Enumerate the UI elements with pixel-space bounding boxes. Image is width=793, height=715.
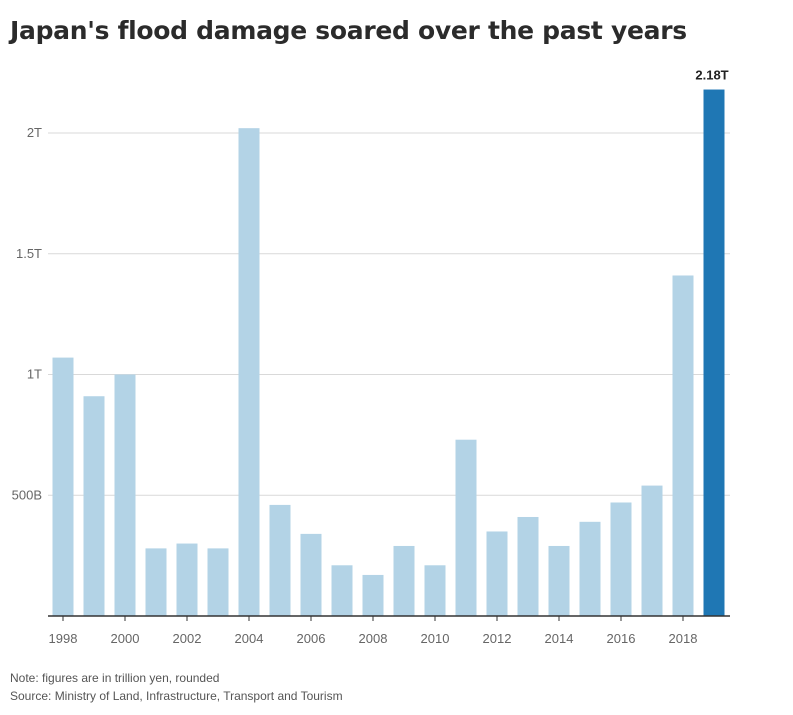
bar-2018 (672, 275, 694, 616)
x-tick-label: 2010 (421, 631, 450, 646)
bar-2011 (455, 439, 477, 616)
bar-chart: 500B 1T 1.5T 2T 2.18T 1998 2000 2002 2004 2006 200… (12, 68, 730, 646)
bar-2000 (114, 374, 136, 616)
x-tick-label: 2016 (607, 631, 636, 646)
bar-2006 (300, 533, 322, 616)
bar-2015 (579, 521, 601, 616)
bar-2008 (362, 574, 384, 616)
bar-2016 (610, 502, 632, 616)
bar-1999 (83, 396, 105, 616)
bar-1998 (52, 357, 74, 616)
x-tick-label: 1998 (49, 631, 78, 646)
bar-2009 (393, 545, 415, 616)
x-tick-label: 2004 (235, 631, 264, 646)
x-tick-label: 2018 (669, 631, 698, 646)
bar-2019 (703, 89, 725, 616)
chart-note: Note: figures are in trillion yen, round… (10, 671, 220, 685)
y-tick-label: 2T (27, 125, 42, 140)
x-tick-label: 2012 (483, 631, 512, 646)
x-tick-label: 2002 (173, 631, 202, 646)
bar-2004 (238, 128, 260, 617)
bar-2013 (517, 516, 539, 616)
bar-2010 (424, 565, 446, 616)
value-label: 2.18T (695, 68, 728, 83)
x-tick-label: 2000 (111, 631, 140, 646)
bar-2017 (641, 485, 663, 616)
y-tick-label: 500B (12, 487, 42, 502)
x-tick-label: 2008 (359, 631, 388, 646)
bar-2002 (176, 543, 198, 616)
bar-2003 (207, 548, 229, 616)
x-tick-label: 2014 (545, 631, 574, 646)
bar-2005 (269, 504, 291, 616)
bar-2007 (331, 565, 353, 616)
bar-2001 (145, 548, 167, 616)
bar-2012 (486, 531, 508, 616)
chart-title: Japan's flood damage soared over the pas… (10, 16, 687, 45)
y-tick-label: 1T (27, 367, 42, 382)
y-tick-label: 1.5T (16, 246, 42, 261)
chart-source: Source: Ministry of Land, Infrastructure… (10, 689, 343, 703)
x-tick-label: 2006 (297, 631, 326, 646)
bar-2014 (548, 545, 570, 616)
